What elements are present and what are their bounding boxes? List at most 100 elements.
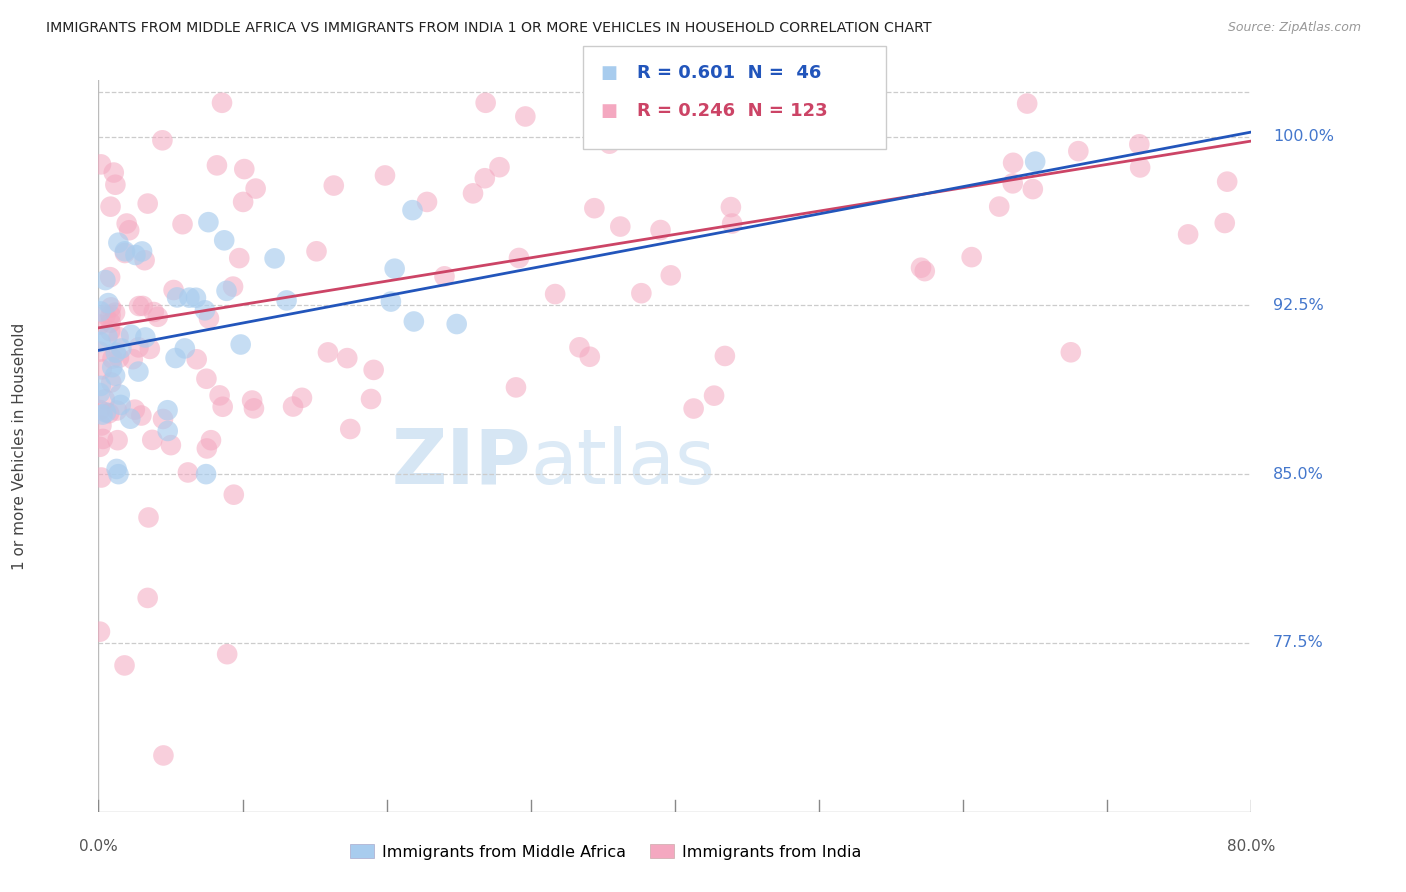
Point (1129, 161, 1152, 175)
Point (205, 158, 228, 172)
Point (100, 200, 122, 214)
Text: 1 or more Vehicles in Household: 1 or more Vehicles in Household (11, 322, 27, 570)
Point (120, 327, 142, 342)
Point (461, 186, 484, 201)
Point (98, 324, 121, 338)
Point (110, 398, 132, 412)
Point (100, 308, 122, 322)
Point (104, 345, 127, 359)
Point (200, 434, 222, 448)
Text: 92.5%: 92.5% (1272, 298, 1323, 313)
Point (114, 246, 136, 260)
Point (100, 316, 122, 330)
Point (1213, 216, 1236, 230)
Point (179, 291, 201, 305)
Point (166, 290, 188, 304)
Point (721, 217, 744, 231)
Point (195, 442, 218, 456)
Point (1001, 177, 1024, 191)
Text: 100.0%: 100.0% (1272, 129, 1334, 144)
Point (245, 181, 267, 195)
Point (515, 110, 537, 124)
Point (162, 283, 184, 297)
Point (107, 235, 129, 250)
Point (107, 467, 129, 482)
Point (194, 303, 217, 318)
Point (103, 165, 125, 179)
Point (380, 294, 402, 309)
Point (114, 658, 136, 673)
Point (229, 337, 252, 351)
Point (211, 400, 233, 414)
Point (107, 330, 129, 344)
Point (217, 647, 239, 661)
Point (124, 402, 146, 417)
Point (156, 424, 179, 438)
Point (115, 217, 138, 231)
Point (1216, 175, 1239, 189)
Point (232, 194, 254, 209)
Point (108, 351, 131, 365)
Legend: Immigrants from Middle Africa, Immigrants from India: Immigrants from Middle Africa, Immigrant… (343, 838, 868, 866)
Point (142, 305, 165, 319)
Point (263, 252, 285, 266)
Point (488, 160, 510, 174)
Point (165, 351, 187, 365)
Point (1128, 137, 1150, 152)
Point (105, 462, 128, 476)
Point (120, 411, 142, 425)
Point (89, 403, 111, 417)
Point (703, 389, 725, 403)
Point (599, 136, 621, 151)
Point (114, 244, 136, 259)
Point (682, 123, 704, 137)
Point (136, 591, 159, 605)
Point (89, 386, 111, 401)
Point (211, 95, 233, 110)
Point (688, 115, 710, 129)
Point (197, 215, 219, 229)
Point (98, 406, 121, 420)
Point (281, 400, 304, 414)
Point (416, 194, 439, 209)
Point (291, 391, 314, 405)
Point (401, 203, 423, 218)
Text: ZIP: ZIP (391, 425, 531, 500)
Point (90, 470, 112, 484)
Point (94, 405, 117, 419)
Point (305, 244, 328, 259)
Point (568, 340, 591, 354)
Point (1002, 156, 1025, 170)
Point (104, 368, 127, 383)
Point (714, 349, 737, 363)
Text: 80.0%: 80.0% (1227, 838, 1275, 854)
Point (336, 351, 359, 365)
Point (650, 223, 672, 237)
Point (384, 261, 406, 276)
Text: ■: ■ (600, 64, 617, 82)
Point (97, 296, 120, 310)
Point (1022, 182, 1045, 196)
Point (363, 363, 385, 377)
Point (90, 418, 112, 433)
Point (198, 311, 221, 326)
Text: ■: ■ (600, 102, 617, 120)
Point (90, 362, 112, 376)
Point (339, 422, 361, 436)
Point (141, 433, 163, 447)
Text: R = 0.601  N =  46: R = 0.601 N = 46 (637, 64, 821, 82)
Point (96, 329, 118, 343)
Point (101, 360, 124, 375)
Point (101, 351, 124, 366)
Point (177, 466, 200, 480)
Point (89, 624, 111, 639)
Point (240, 393, 263, 408)
Point (118, 223, 141, 237)
Point (184, 291, 207, 305)
Point (212, 233, 235, 247)
Point (195, 372, 218, 386)
Point (402, 314, 425, 328)
Point (110, 342, 132, 356)
Point (1067, 144, 1090, 158)
Point (988, 200, 1011, 214)
